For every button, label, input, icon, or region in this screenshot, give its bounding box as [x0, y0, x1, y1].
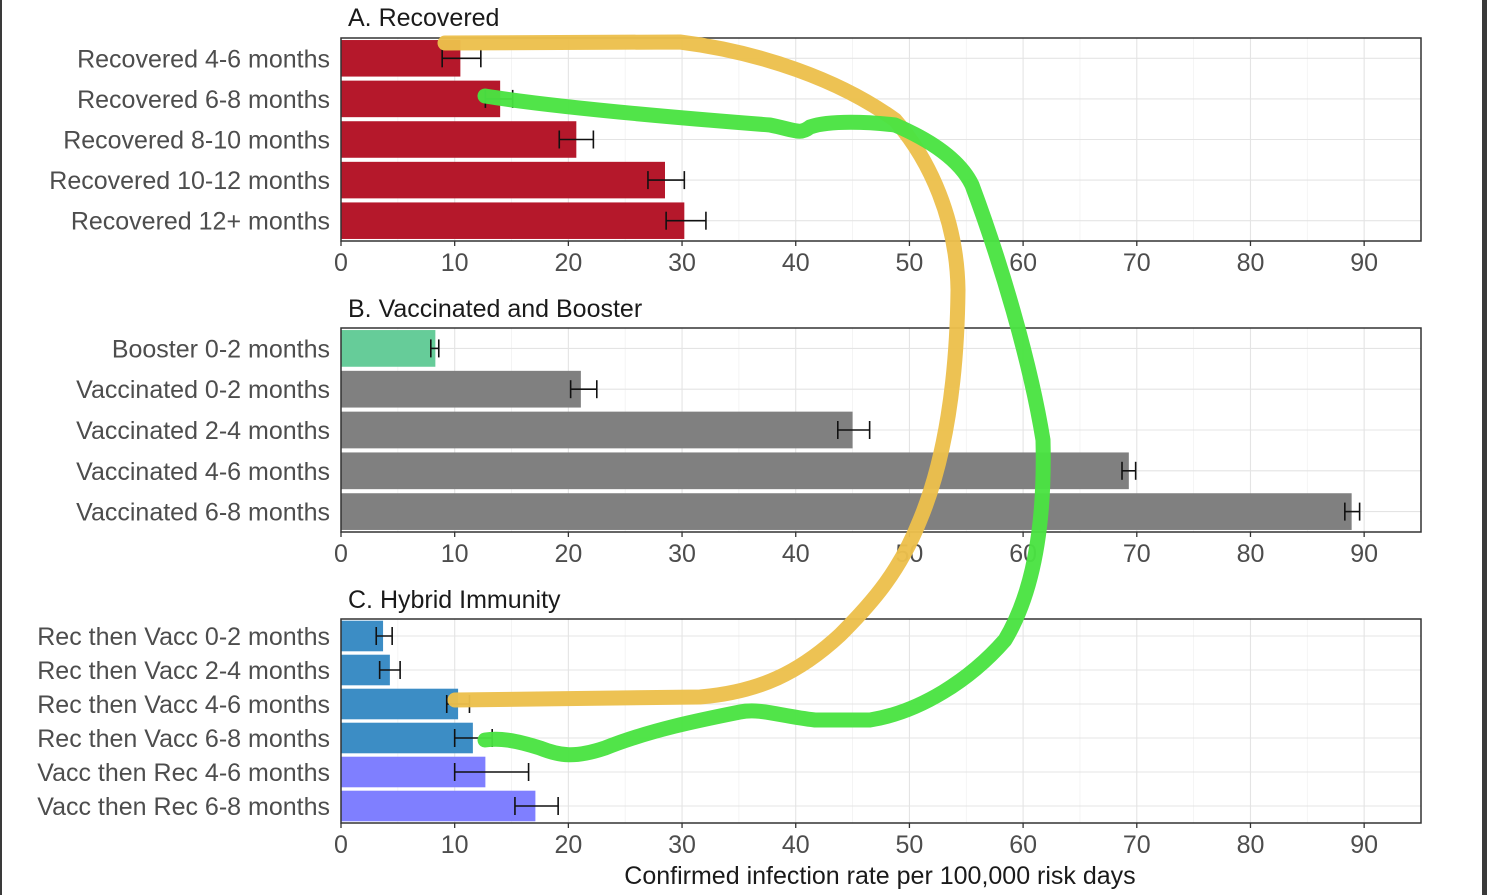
bar-vacc-then-rec-6-8-months	[341, 790, 536, 822]
panel-border	[340, 37, 1422, 242]
bar-recovered-6-8-months	[341, 80, 501, 118]
chart-panels: A. Recovered Recovered 4-6 months Recovere…	[37, 4, 1422, 859]
category-label: Rec then Vacc 2-4 months	[37, 657, 330, 685]
x-tick-label: 30	[668, 831, 696, 859]
left-frame-edge	[0, 0, 2, 895]
panel-title: A. Recovered	[348, 4, 499, 32]
bar-vaccinated-2-4-months	[341, 411, 853, 449]
panel-a-recovered: A. Recovered Recovered 4-6 months Recovere…	[49, 4, 1422, 277]
x-tick-label: 30	[668, 249, 696, 277]
x-tick-label: 40	[782, 249, 810, 277]
bar-rec-then-vacc-6-8-months	[341, 722, 473, 754]
green-connector-recovered-6-8-to-rec-then-vacc-6-8	[477, 88, 1051, 763]
panel-border	[340, 618, 1422, 824]
x-tick-label: 30	[668, 540, 696, 568]
x-tick-label: 10	[441, 540, 469, 568]
category-label: Rec then Vacc 4-6 months	[37, 691, 330, 719]
x-tick-label: 70	[1123, 249, 1151, 277]
category-label: Vaccinated 4-6 months	[76, 458, 330, 486]
panel-title: C. Hybrid Immunity	[348, 586, 561, 614]
bar-vaccinated-0-2-months	[341, 370, 581, 408]
yellow-connector-recovered-4-6-to-rec-then-vacc-4-6	[437, 34, 966, 708]
category-label: Recovered 12+ months	[71, 208, 330, 236]
x-tick-label: 40	[782, 831, 810, 859]
bar-rec-then-vacc-4-6-months	[341, 688, 459, 720]
x-tick-label: 20	[554, 540, 582, 568]
x-tick-label: 20	[554, 249, 582, 277]
bar-vaccinated-6-8-months	[341, 493, 1352, 530]
category-label: Vaccinated 2-4 months	[76, 417, 330, 445]
x-tick-label: 20	[554, 831, 582, 859]
x-tick-label: 70	[1123, 831, 1151, 859]
x-tick-label: 60	[1009, 249, 1037, 277]
panel-border	[340, 327, 1422, 533]
category-label: Recovered 10-12 months	[49, 167, 330, 195]
category-label: Vacc then Rec 4-6 months	[37, 759, 330, 787]
panel-b-vaccinated-and-booster: B. Vaccinated and Booster Booster 0-2 mon…	[76, 295, 1422, 568]
connector-annotations	[437, 34, 1051, 763]
bar-booster-0-2-months	[341, 330, 436, 367]
category-label: Recovered 8-10 months	[63, 127, 330, 155]
category-label: Recovered 4-6 months	[77, 45, 330, 73]
x-tick-label: 10	[441, 249, 469, 277]
category-label: Rec then Vacc 6-8 months	[37, 725, 330, 753]
bar-recovered-10-12-months	[341, 161, 665, 199]
bar-recovered-12-months	[341, 202, 685, 239]
x-tick-label: 70	[1123, 540, 1151, 568]
category-label: Rec then Vacc 0-2 months	[37, 623, 330, 651]
category-label: Vaccinated 6-8 months	[76, 499, 330, 527]
bar-vaccinated-4-6-months	[341, 452, 1129, 490]
x-tick-label: 0	[334, 540, 348, 568]
x-tick-label: 10	[441, 831, 469, 859]
x-tick-label: 80	[1237, 831, 1265, 859]
x-tick-label: 40	[782, 540, 810, 568]
x-tick-label: 90	[1350, 540, 1378, 568]
right-frame-edge	[1482, 0, 1487, 895]
x-tick-label: 0	[334, 249, 348, 277]
x-tick-label: 50	[896, 249, 924, 277]
category-label: Vacc then Rec 6-8 months	[37, 793, 330, 821]
category-label: Vaccinated 0-2 months	[76, 376, 330, 404]
x-tick-label: 90	[1350, 831, 1378, 859]
panel-title: B. Vaccinated and Booster	[348, 295, 642, 323]
bar-recovered-8-10-months	[341, 121, 577, 158]
x-tick-label: 90	[1350, 249, 1378, 277]
x-tick-label: 80	[1237, 249, 1265, 277]
x-axis-title: Confirmed infection rate per 100,000 ris…	[624, 862, 1135, 890]
panel-c-hybrid-immunity: C. Hybrid Immunity Rec then Vacc 0-2 mont…	[37, 586, 1422, 859]
x-tick-label: 50	[896, 831, 924, 859]
x-tick-label: 60	[1009, 831, 1037, 859]
x-tick-label: 0	[334, 831, 348, 859]
category-label: Recovered 6-8 months	[77, 86, 330, 114]
category-label: Booster 0-2 months	[112, 335, 330, 363]
x-tick-label: 80	[1237, 540, 1265, 568]
